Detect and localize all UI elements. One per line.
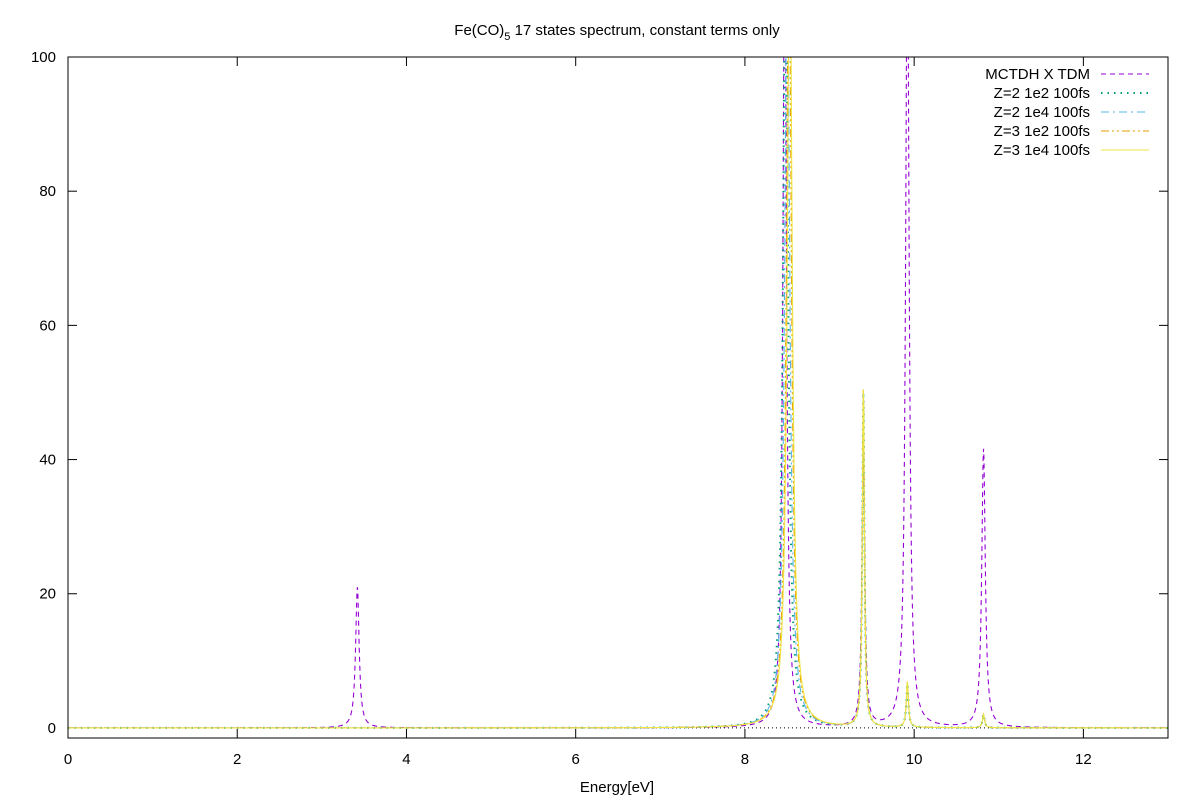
legend-label: MCTDH X TDM — [985, 66, 1090, 83]
x-axis-label: Energy[eV] — [580, 779, 654, 796]
series-layer — [68, 57, 1168, 729]
y-tick-label: 20 — [39, 586, 56, 603]
plot-frame — [67, 56, 1169, 739]
legend-label: Z=2 1e2 100fs — [994, 85, 1090, 102]
legend-label: Z=2 1e4 100fs — [994, 104, 1090, 121]
x-tick-label: 10 — [906, 751, 923, 768]
x-tick-label: 4 — [402, 751, 410, 768]
chart-title-prefix: Fe(CO) — [454, 22, 504, 39]
chart-title-suffix: 17 states spectrum, constant terms only — [510, 22, 780, 39]
series-line-4 — [68, 57, 1168, 729]
y-tick-label: 40 — [39, 452, 56, 469]
x-tick-label: 8 — [741, 751, 749, 768]
legend-label: Z=3 1e2 100fs — [994, 123, 1090, 140]
y-tick-label: 0 — [48, 720, 56, 737]
chart-title: Fe(CO)5 17 states spectrum, constant ter… — [454, 22, 780, 43]
x-tick-label: 6 — [572, 751, 580, 768]
axes: 0 2 4 6 8 10 12 0 20 40 60 80 100 — [31, 49, 1168, 768]
y-tick-label: 100 — [31, 49, 56, 66]
y-tick-label: 60 — [39, 317, 56, 334]
x-tick-label: 12 — [1075, 751, 1092, 768]
legend: MCTDH X TDM Z=2 1e2 100fs Z=2 1e4 100fs Z=3… — [985, 66, 1149, 159]
legend-label: Z=3 1e4 100fs — [994, 142, 1090, 159]
y-tick-label: 80 — [39, 183, 56, 200]
x-tick-label: 0 — [64, 751, 72, 768]
x-tick-label: 2 — [233, 751, 241, 768]
chart-title-subscript: 5 — [504, 31, 510, 43]
